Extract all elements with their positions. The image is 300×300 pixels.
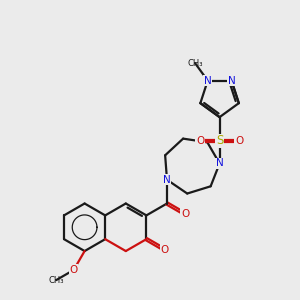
- Text: S: S: [216, 134, 223, 147]
- Text: N: N: [216, 158, 224, 169]
- Text: N: N: [228, 76, 235, 85]
- Text: O: O: [181, 209, 189, 219]
- Text: N: N: [204, 76, 212, 85]
- Text: CH₃: CH₃: [48, 276, 64, 285]
- Text: N: N: [163, 175, 171, 185]
- Text: O: O: [161, 245, 169, 255]
- Text: O: O: [196, 136, 204, 146]
- Text: O: O: [235, 136, 243, 146]
- Text: O: O: [70, 265, 78, 275]
- Text: CH₃: CH₃: [188, 59, 203, 68]
